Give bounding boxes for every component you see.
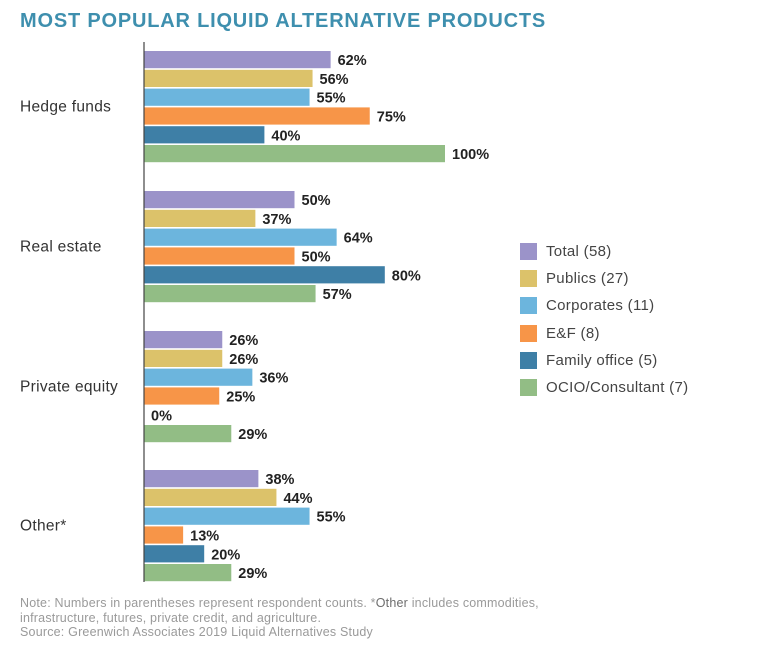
legend-swatch	[520, 379, 537, 397]
data-label: 13%	[190, 529, 219, 545]
legend-item: E&F (8)	[520, 320, 688, 347]
bar	[144, 228, 337, 246]
note-line-2: infrastructure, futures, private credit,…	[20, 610, 322, 625]
legend-label: Family office (5)	[546, 351, 658, 369]
data-label: 25%	[226, 390, 255, 406]
legend-label: Corporates (11)	[546, 297, 655, 315]
legend-label: Publics (27)	[546, 270, 629, 288]
category-label: Real estate	[20, 239, 102, 256]
category-label: Other*	[20, 518, 67, 535]
legend-item: Publics (27)	[520, 265, 688, 292]
data-label: 29%	[238, 427, 267, 443]
note-line-1: Note: Numbers in parentheses represent r…	[20, 596, 539, 610]
data-label: 75%	[377, 110, 406, 126]
bar	[144, 107, 370, 125]
bar	[144, 507, 310, 525]
bar	[144, 387, 220, 405]
legend-swatch	[520, 324, 537, 342]
data-label: 80%	[392, 268, 421, 284]
legend-item: Family office (5)	[520, 347, 688, 374]
legend-label: E&F (8)	[546, 324, 600, 342]
bar	[144, 331, 223, 349]
legend-item: Corporates (11)	[520, 292, 688, 319]
category-label: Private equity	[20, 379, 118, 396]
bar	[144, 51, 331, 69]
bar	[144, 470, 259, 488]
data-label: 64%	[344, 231, 373, 247]
legend-swatch	[520, 270, 537, 288]
source-line: Source: Greenwich Associates 2019 Liquid…	[20, 625, 373, 639]
data-label: 26%	[229, 333, 258, 349]
bar	[144, 545, 205, 563]
legend-swatch	[520, 297, 537, 315]
category-label: Hedge funds	[20, 99, 111, 116]
data-label: 62%	[338, 53, 367, 69]
bar	[144, 209, 256, 227]
data-label: 55%	[317, 510, 346, 526]
legend-label: Total (58)	[546, 243, 612, 261]
data-label: 0%	[151, 408, 172, 424]
data-label: 50%	[302, 193, 331, 209]
bar	[144, 191, 295, 209]
data-label: 100%	[452, 147, 489, 163]
bar	[144, 285, 316, 303]
bar	[144, 266, 385, 284]
data-label: 29%	[238, 566, 267, 582]
legend-swatch	[520, 351, 537, 369]
bar	[144, 488, 277, 506]
bar	[144, 564, 232, 582]
data-label: 38%	[265, 472, 294, 488]
data-label: 55%	[317, 91, 346, 107]
bar	[144, 368, 253, 386]
chart-title: MOST POPULAR LIQUID ALTERNATIVE PRODUCTS	[20, 10, 547, 32]
data-label: 36%	[259, 371, 288, 387]
bar	[144, 88, 310, 106]
chart-notes: Note: Numbers in parentheses represent r…	[20, 596, 720, 640]
bar	[144, 526, 184, 544]
data-label: 57%	[323, 287, 352, 303]
data-label: 37%	[262, 212, 291, 228]
bar	[144, 349, 223, 367]
data-label: 40%	[271, 128, 300, 144]
data-label: 26%	[229, 352, 258, 368]
data-label: 56%	[320, 72, 349, 88]
legend-item: OCIO/Consultant (7)	[520, 374, 688, 401]
data-label: 50%	[302, 250, 331, 266]
legend-swatch	[520, 243, 537, 261]
legend: Total (58) Publics (27) Corporates (11) E&F…	[520, 238, 688, 401]
legend-item: Total (58)	[520, 238, 688, 265]
legend-label: OCIO/Consultant (7)	[546, 379, 689, 397]
bar	[144, 247, 295, 265]
bar-chart: Hedge funds 62% 56% 55% 75% 40% 100% Real estat…	[20, 42, 489, 582]
bar	[144, 69, 313, 87]
bar	[144, 126, 265, 144]
bar	[144, 145, 445, 163]
data-label: 20%	[211, 547, 240, 563]
data-label: 44%	[283, 491, 312, 507]
bar	[144, 425, 232, 443]
